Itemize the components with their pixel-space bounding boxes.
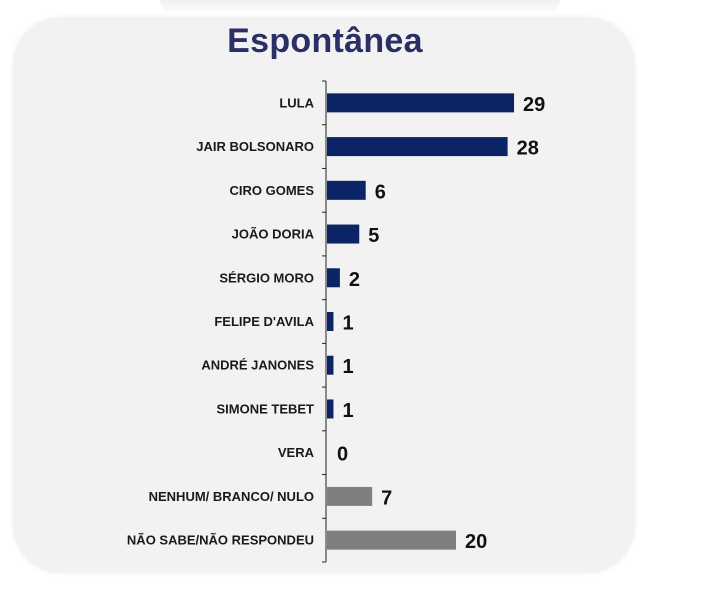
y-axis-ticks bbox=[322, 80, 326, 563]
chart-panel bbox=[13, 17, 635, 573]
category-label: SÉRGIO MORO bbox=[219, 270, 314, 285]
bar bbox=[327, 224, 360, 244]
value-label: 1 bbox=[342, 356, 353, 378]
value-label: 28 bbox=[517, 138, 539, 160]
value-label: 2 bbox=[349, 269, 360, 291]
category-label: LULA bbox=[279, 95, 314, 110]
bar bbox=[327, 93, 515, 113]
category-label: NENHUM/ BRANCO/ NULO bbox=[149, 489, 314, 504]
value-label: 6 bbox=[375, 181, 386, 203]
category-label: VERA bbox=[278, 445, 315, 460]
bar bbox=[327, 180, 366, 200]
category-label: ANDRÉ JANONES bbox=[201, 358, 314, 373]
bar bbox=[327, 312, 334, 331]
value-label: 0 bbox=[337, 444, 348, 466]
category-labels: LULA JAIR BOLSONARO CIRO GOMES JOÃO DORIA SÉ… bbox=[127, 95, 315, 547]
top-decoration bbox=[160, 0, 560, 14]
value-label: 5 bbox=[368, 225, 379, 247]
category-label: JOÃO DORIA bbox=[232, 227, 315, 242]
bar bbox=[327, 355, 334, 375]
chart-title: Espontânea bbox=[227, 22, 423, 60]
value-label: 1 bbox=[342, 400, 353, 422]
bar bbox=[327, 268, 340, 288]
category-label: CIRO GOMES bbox=[229, 183, 314, 198]
bar bbox=[327, 486, 373, 506]
category-label: SIMONE TEBET bbox=[216, 401, 314, 416]
bar bbox=[327, 530, 456, 550]
bars-group bbox=[327, 93, 515, 550]
value-labels: 29 28 6 52 1 1 1 0 7 20 bbox=[337, 94, 545, 553]
value-label: 7 bbox=[381, 487, 392, 509]
category-label: FELIPE D'AVILA bbox=[214, 314, 314, 329]
category-label: JAIR BOLSONARO bbox=[196, 139, 314, 154]
bar bbox=[327, 137, 508, 157]
value-label: 20 bbox=[465, 531, 487, 553]
category-label: NÃO SABE/NÃO RESPONDEU bbox=[127, 533, 314, 548]
value-label: 1 bbox=[342, 313, 353, 335]
bar bbox=[327, 399, 334, 419]
value-label: 29 bbox=[523, 94, 545, 116]
